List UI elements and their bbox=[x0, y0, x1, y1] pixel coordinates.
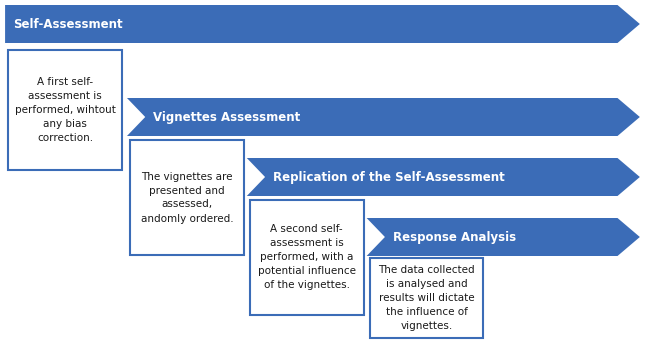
Bar bbox=[8, 50, 122, 170]
Polygon shape bbox=[367, 218, 640, 256]
Polygon shape bbox=[127, 98, 640, 136]
Text: Response Analysis: Response Analysis bbox=[393, 230, 516, 244]
Bar bbox=[250, 200, 363, 315]
Text: Replication of the Self-Assessment: Replication of the Self-Assessment bbox=[273, 171, 505, 183]
Polygon shape bbox=[5, 5, 640, 43]
Text: The data collected
is analysed and
results will dictate
the influence of
vignett: The data collected is analysed and resul… bbox=[378, 265, 475, 331]
Bar bbox=[130, 140, 244, 255]
Text: A first self-
assessment is
performed, wihtout
any bias
correction.: A first self- assessment is performed, w… bbox=[14, 77, 116, 143]
Text: Self-Assessment: Self-Assessment bbox=[13, 18, 123, 30]
Text: A second self-
assessment is
performed, with a
potential influence
of the vignet: A second self- assessment is performed, … bbox=[257, 225, 356, 291]
Text: The vignettes are
presented and
assessed,
andomly ordered.: The vignettes are presented and assessed… bbox=[140, 172, 233, 224]
Polygon shape bbox=[247, 158, 640, 196]
Text: Vignettes Assessment: Vignettes Assessment bbox=[153, 110, 300, 124]
Bar bbox=[370, 258, 484, 338]
